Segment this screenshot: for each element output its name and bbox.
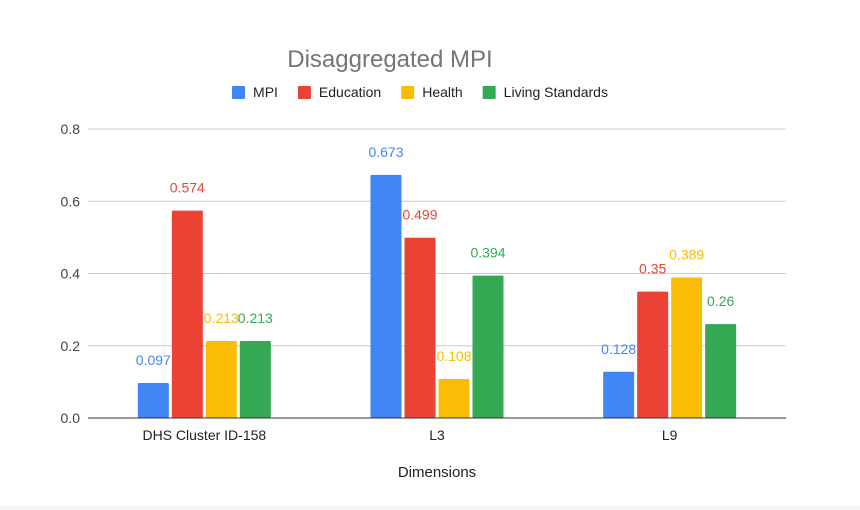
- bar-mpi: [137, 382, 169, 418]
- data-label: 0.673: [368, 144, 403, 160]
- bar-mpi: [603, 371, 635, 418]
- legend-label: MPI: [253, 84, 278, 100]
- data-label: 0.499: [402, 207, 437, 223]
- legend: MPI Education Health Living Standards: [232, 84, 608, 100]
- legend-label: Living Standards: [504, 84, 608, 100]
- y-tick-label: 0.8: [61, 121, 81, 137]
- legend-swatch: [482, 86, 496, 99]
- y-axis: 0.0 0.2 0.4 0.6 0.8: [61, 121, 81, 426]
- data-label: 0.574: [170, 180, 205, 196]
- bar-living-standards: [472, 275, 504, 418]
- bar-health: [671, 277, 703, 418]
- gridlines: [88, 128, 786, 347]
- data-label: 0.26: [707, 293, 734, 309]
- data-label: 0.35: [639, 261, 666, 277]
- legend-label: Health: [422, 84, 462, 100]
- data-label: 0.097: [136, 352, 171, 368]
- legend-swatch: [297, 86, 311, 99]
- x-tick-label: L9: [662, 427, 678, 443]
- data-label: 0.394: [470, 245, 505, 261]
- y-tick-label: 0.2: [61, 338, 81, 354]
- data-label: 0.213: [204, 310, 239, 326]
- bar-health: [205, 341, 237, 418]
- y-tick-label: 0.6: [61, 193, 81, 209]
- bar-mpi: [370, 174, 402, 418]
- bar-living-standards: [705, 324, 737, 418]
- chart-title: Disaggregated MPI: [287, 46, 492, 73]
- bar-education: [404, 237, 436, 418]
- bar-education: [171, 210, 203, 418]
- x-axis-title: Dimensions: [398, 464, 476, 481]
- x-tick-label: L3: [429, 427, 445, 443]
- data-label: 0.389: [669, 246, 704, 262]
- bar-living-standards: [239, 341, 271, 418]
- y-tick-label: 0.4: [61, 266, 81, 282]
- y-tick-label: 0.0: [61, 410, 81, 426]
- bottom-strip: [0, 506, 860, 510]
- legend-swatch: [232, 86, 246, 99]
- legend-swatch: [401, 86, 415, 99]
- legend-label: Education: [319, 84, 381, 100]
- data-label: 0.108: [436, 348, 471, 364]
- data-label: 0.128: [601, 341, 636, 357]
- x-axis: DHS Cluster ID-158 L3 L9: [88, 417, 786, 443]
- data-label: 0.213: [238, 310, 273, 326]
- bar-education: [637, 291, 669, 418]
- x-tick-label: DHS Cluster ID-158: [142, 427, 266, 443]
- bar-health: [438, 378, 470, 418]
